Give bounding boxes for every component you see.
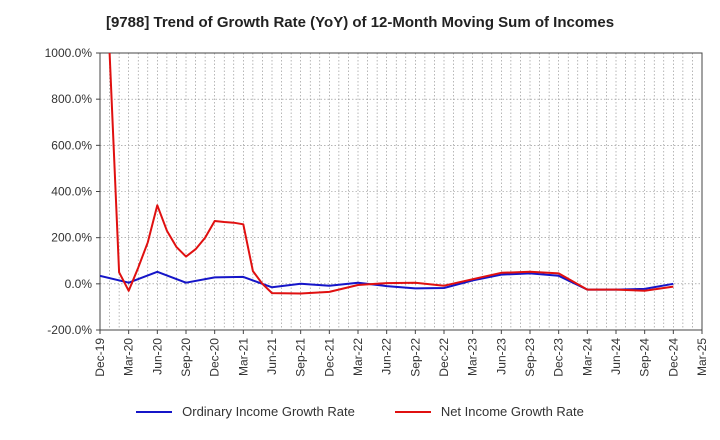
y-tick-label: 600.0% (51, 138, 92, 152)
y-tick-label: 200.0% (51, 231, 92, 245)
x-tick-label: Dec-21 (322, 338, 336, 377)
x-tick-label: Sep-23 (523, 338, 537, 377)
legend: Ordinary Income Growth Rate Net Income G… (0, 404, 720, 419)
y-tick-label: 0.0% (65, 277, 93, 291)
x-tick-label: Dec-24 (666, 338, 680, 377)
y-tick-label: 800.0% (51, 92, 92, 106)
axes: -200.0% 0.0% 200.0% 400.0% 600.0% 800.0% 1000.… (45, 46, 709, 377)
series (100, 53, 674, 295)
x-tick-label: Dec-22 (437, 338, 451, 377)
x-tick-label: Sep-20 (179, 338, 193, 377)
x-tick-label: Dec-23 (552, 338, 566, 377)
y-tick-label: -200.0% (47, 323, 92, 337)
grid (100, 52, 702, 331)
x-tick-label: Jun-22 (380, 338, 394, 375)
x-tick-label: Jun-23 (494, 338, 508, 375)
chart-title: [9788] Trend of Growth Rate (YoY) of 12-… (105, 14, 615, 31)
x-tick-label: Mar-25 (695, 338, 709, 376)
legend-item-ordinary: Ordinary Income Growth Rate (136, 404, 355, 419)
x-tick-label: Mar-23 (466, 338, 480, 376)
x-tick-label: Mar-24 (580, 338, 594, 376)
plot-frame (99, 52, 703, 331)
x-tick-label: Sep-24 (638, 338, 652, 377)
y-tick-label: 400.0% (51, 185, 92, 199)
net-income-line (108, 53, 674, 295)
x-tick-label: Mar-20 (122, 338, 136, 376)
y-tick-label: 1000.0% (45, 46, 93, 60)
legend-swatch-ordinary (136, 410, 173, 413)
x-tick-label: Jun-24 (609, 338, 623, 375)
x-tick-label: Sep-22 (408, 338, 422, 377)
x-tick-label: Mar-22 (351, 338, 365, 376)
legend-item-net: Net Income Growth Rate (394, 404, 584, 419)
x-tick-label: Jun-21 (265, 338, 279, 375)
legend-swatch-net (394, 410, 431, 413)
legend-label-net: Net Income Growth Rate (440, 404, 584, 419)
x-tick-label: Dec-20 (208, 338, 222, 377)
x-tick-label: Dec-19 (93, 338, 107, 377)
legend-label-ordinary: Ordinary Income Growth Rate (182, 404, 355, 419)
x-tick-label: Jun-20 (150, 338, 164, 375)
x-tick-label: Sep-21 (294, 338, 308, 377)
x-tick-label: Mar-21 (236, 338, 250, 376)
